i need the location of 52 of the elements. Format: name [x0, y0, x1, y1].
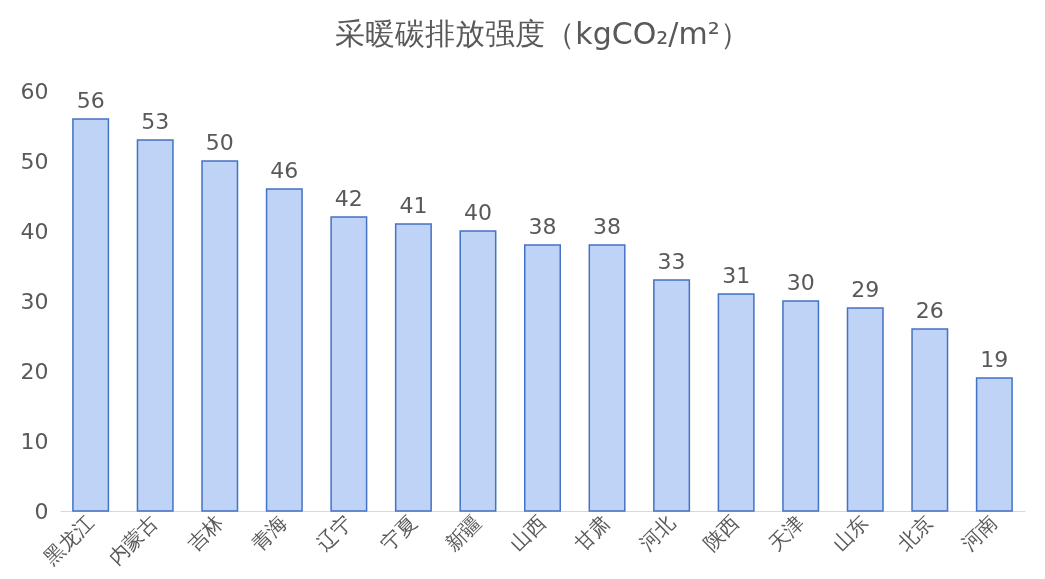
- data-label: 41: [399, 193, 428, 218]
- bar: [975, 377, 1013, 512]
- data-label: 31: [722, 263, 751, 288]
- x-tick-label: 山西: [505, 510, 551, 556]
- data-label: 53: [141, 109, 170, 134]
- bar: [459, 230, 497, 512]
- x-tick-label: 内蒙古: [103, 510, 163, 570]
- x-tick-label: 宁夏: [375, 510, 422, 556]
- x-tick-label: 河南: [956, 510, 1003, 556]
- x-tick-label: 天津: [763, 510, 809, 556]
- x-tick-label: 吉林: [182, 510, 228, 556]
- data-label: 40: [463, 200, 492, 225]
- data-label: 38: [593, 214, 622, 239]
- data-label: 19: [980, 347, 1009, 372]
- data-label: 38: [528, 214, 557, 239]
- data-label: 56: [76, 88, 105, 113]
- bar: [846, 307, 884, 512]
- bar: [72, 118, 110, 512]
- bar: [265, 188, 303, 512]
- y-tick-label: 50: [20, 148, 49, 174]
- bar: [394, 223, 432, 512]
- data-label: 30: [786, 270, 815, 295]
- y-tick-label: 20: [20, 358, 49, 384]
- y-tick-label: 10: [20, 428, 49, 454]
- y-tick-label: 40: [20, 218, 49, 244]
- bar: [201, 160, 239, 512]
- x-tick-label: 山东: [827, 510, 874, 556]
- x-tick-label: 陕西: [698, 510, 744, 556]
- data-label: 50: [205, 130, 234, 155]
- x-tick-label: 甘肃: [569, 510, 615, 556]
- bar: [911, 328, 949, 512]
- x-tick-label: 辽宁: [311, 510, 357, 556]
- y-tick-label: 0: [34, 498, 49, 524]
- data-label: 26: [915, 298, 944, 323]
- data-label: 42: [334, 186, 363, 211]
- bar: [782, 300, 820, 512]
- data-label: 46: [270, 158, 299, 183]
- x-tick-label: 青海: [246, 510, 293, 556]
- y-tick-label: 60: [20, 78, 49, 104]
- chart-title: 采暖碳排放强度（kgCO₂/m²）: [335, 16, 750, 51]
- x-tick-label: 北京: [892, 510, 938, 556]
- bar: [653, 279, 691, 512]
- x-tick-label: 新疆: [440, 510, 486, 556]
- data-label: 29: [851, 277, 880, 302]
- bar: [588, 244, 626, 512]
- bar: [330, 216, 368, 512]
- bar: [136, 139, 174, 512]
- bar: [524, 244, 561, 512]
- y-tick-label: 30: [20, 288, 49, 314]
- bar: [717, 293, 755, 512]
- x-tick-label: 河北: [634, 510, 680, 556]
- data-label: 33: [657, 249, 686, 274]
